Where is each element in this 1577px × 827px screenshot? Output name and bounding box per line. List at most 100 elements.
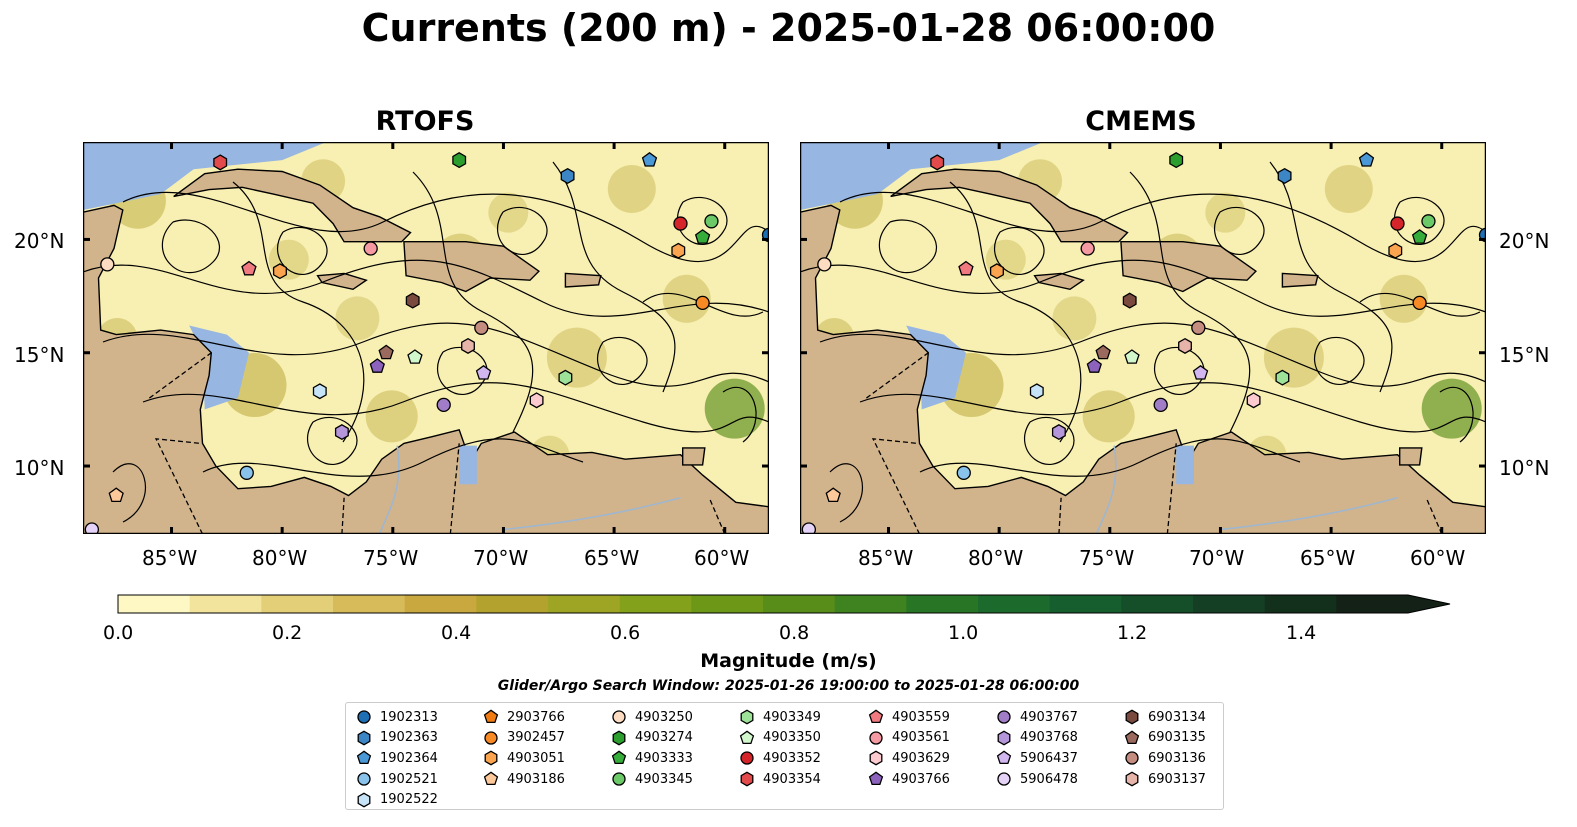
legend-label: 1902364	[380, 750, 438, 766]
legend-item: 4903186	[483, 769, 565, 790]
pentagon-marker-icon	[739, 730, 755, 744]
lat-tick-label: 20°N	[14, 229, 65, 253]
legend-label: 4903352	[763, 750, 821, 766]
legend-label: 4903186	[507, 771, 565, 787]
lat-tick-label: 10°N	[1499, 456, 1550, 480]
legend-item: 4903349	[739, 707, 821, 728]
current-core	[1205, 192, 1246, 233]
legend-label: 4903345	[635, 771, 693, 787]
land-cuba	[890, 168, 1129, 243]
circle-marker-icon	[997, 772, 1011, 786]
legend-item: 4903352	[739, 748, 821, 769]
circle-marker-icon	[997, 710, 1011, 724]
legend-item: 4903345	[611, 769, 693, 790]
legend-column: 2903766 3902457 4903051 4903186	[483, 707, 565, 789]
colorbar-segment	[118, 595, 191, 613]
streamline	[202, 438, 584, 477]
colorbar-segment	[834, 595, 907, 613]
float-marker-4903767	[1153, 397, 1168, 412]
land-cuba	[173, 168, 412, 243]
float-marker-4903345	[1421, 214, 1436, 229]
lat-tick-label: 15°N	[1499, 343, 1550, 367]
float-marker-4903559	[958, 260, 974, 276]
float-marker-4903349	[558, 369, 573, 386]
float-marker-6903134	[1122, 292, 1137, 309]
legend-item: 5906478	[996, 769, 1078, 790]
legend-item: 4903561	[868, 728, 950, 749]
streamline	[122, 191, 769, 263]
pentagon-marker-icon	[868, 771, 884, 786]
colorbar-title: Magnitude (m/s)	[700, 650, 877, 672]
float-marker-4903250	[817, 257, 832, 272]
panel-title-cmems: CMEMS	[1085, 106, 1197, 137]
legend-label: 6903137	[1148, 771, 1206, 787]
lake-maracaibo	[459, 445, 477, 485]
streamline	[1214, 206, 1265, 255]
circle-marker-icon	[612, 772, 626, 786]
streamline	[1024, 416, 1075, 465]
shallow-shelf	[800, 142, 1044, 210]
lon-tick-label: 75°W	[1079, 546, 1135, 570]
land-puertorico	[1281, 272, 1319, 288]
float-marker-4903051	[272, 263, 287, 280]
map-frame	[83, 142, 769, 534]
circle-marker-icon	[869, 731, 883, 745]
streamline	[994, 226, 1045, 275]
colorbar-segment	[691, 595, 764, 613]
hexagon-marker-icon	[1125, 709, 1139, 725]
float-marker-3902457	[695, 295, 710, 311]
legend: 1902313 1902363 1902364 1902521 1902522 29037…	[345, 702, 1224, 810]
land-mainland	[83, 142, 769, 534]
float-marker-1902522	[312, 383, 327, 400]
legend-item: 1902522	[356, 789, 438, 810]
colorbar-segment	[906, 595, 979, 613]
colorbar-segment	[978, 595, 1051, 613]
streamline	[112, 463, 146, 523]
streamline	[1439, 386, 1474, 443]
streamline	[949, 181, 1082, 443]
legend-label: 4903051	[507, 750, 565, 766]
legend-column: 6903134 6903135 6903136 6903137	[1124, 707, 1206, 789]
legend-item: 1902313	[356, 707, 438, 728]
country-borders	[866, 352, 1443, 534]
float-marker-6903137	[461, 337, 475, 354]
legend-column: 4903767 4903768 5906437 5906478	[996, 707, 1078, 789]
hexagon-marker-icon	[740, 771, 754, 787]
float-marker-4903350	[1124, 349, 1140, 364]
legend-label: 4903561	[892, 730, 950, 746]
lon-tick-label: 70°W	[1189, 546, 1245, 570]
circle-marker-icon	[740, 751, 754, 766]
colorbar-segment	[1121, 595, 1194, 613]
float-marker-3902457	[1412, 295, 1427, 311]
hexagon-marker-icon	[357, 730, 371, 746]
land-hispaniola	[1120, 240, 1257, 293]
float-marker-4903352	[1390, 216, 1405, 231]
rivers	[378, 445, 681, 534]
float-marker-6903135	[378, 344, 394, 360]
colorbar-tick-label: 0.6	[610, 622, 641, 644]
hexagon-marker-icon	[1125, 771, 1139, 787]
legend-label: 4903250	[635, 709, 693, 725]
legend-label: 6903134	[1148, 709, 1206, 725]
colorbar	[117, 594, 1451, 614]
float-marker-4903349	[1275, 369, 1290, 386]
streamline	[412, 171, 534, 433]
map-panel-cmems[interactable]	[800, 142, 1486, 534]
float-marker-4903345	[704, 214, 719, 229]
float-marker-4903051	[671, 242, 686, 259]
streamline	[161, 219, 220, 274]
float-marker-4903051	[989, 263, 1004, 280]
map-panel-rtofs[interactable]	[83, 142, 769, 534]
streamline	[597, 336, 648, 385]
legend-item: 3902457	[483, 728, 565, 749]
float-marker-1902364	[1358, 151, 1375, 167]
pentagon-marker-icon	[356, 750, 372, 765]
legend-column: 4903559 4903561 4903629 4903766	[868, 707, 950, 789]
hexagon-marker-icon	[612, 730, 626, 746]
float-marker-4903354	[930, 154, 945, 171]
streamline	[552, 161, 676, 393]
legend-label: 5906478	[1020, 771, 1078, 787]
lon-tick-label: 60°W	[694, 546, 750, 570]
float-marker-6903136	[1191, 320, 1206, 335]
current-core	[1082, 390, 1135, 443]
